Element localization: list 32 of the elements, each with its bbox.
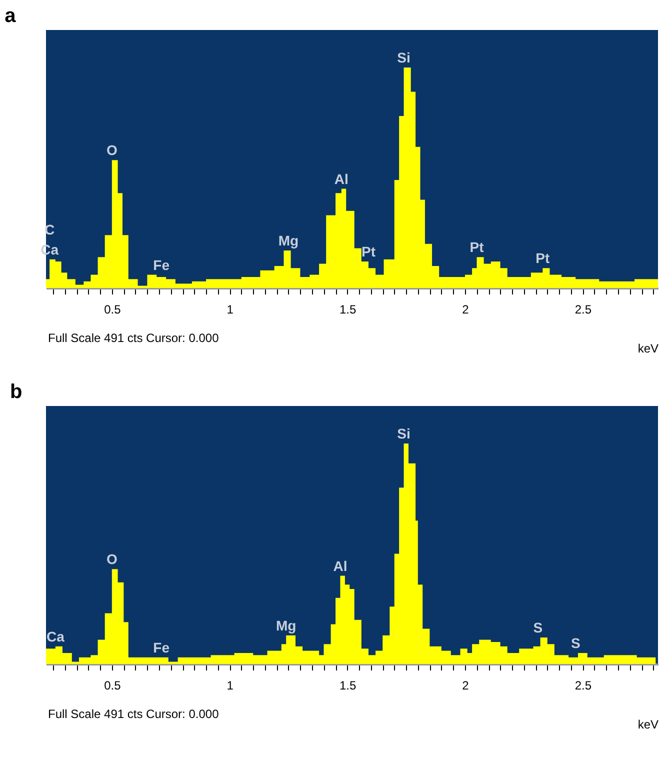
annotation: Fe [153,639,170,656]
annotation: Pt [470,239,484,256]
x-tick-label: 2.5 [574,302,592,316]
x-axis-title: keV [638,718,658,732]
chart-title: b [10,381,22,403]
x-tick-label: 0.5 [104,678,122,692]
text: Full Scale 491 cts Cursor: 0.000 [48,331,220,345]
x-tick-label: 1.5 [339,302,356,316]
x-axis-title: keV [638,342,658,356]
annotation: Pt [536,250,550,266]
x-tick-label: 1.5 [339,678,356,692]
x-tick-label: 2 [462,302,470,316]
annotation: O [106,142,118,158]
annotation: O [106,551,118,568]
text: Full Scale 491 cts Cursor: 0.000 [48,707,220,721]
x-tick-label: 0.5 [104,302,122,316]
annotation: Ca [46,628,65,644]
annotation: Pt [361,244,376,260]
annotation: Mg [278,232,299,249]
annotation: Si [397,425,410,442]
annotation: Al [334,170,348,187]
annotation: Al [333,558,348,574]
annotation: S [533,620,543,636]
x-tick-label: 1 [226,302,234,316]
chart-title: a [4,5,17,27]
annotation: Si [397,49,410,66]
annotation: S [570,634,580,651]
annotation: Fe [153,256,170,273]
x-tick-label: 2.5 [574,678,592,692]
annotation: Mg [276,617,296,634]
x-tick-label: 2 [462,678,470,692]
x-tick-label: 1 [226,678,234,692]
